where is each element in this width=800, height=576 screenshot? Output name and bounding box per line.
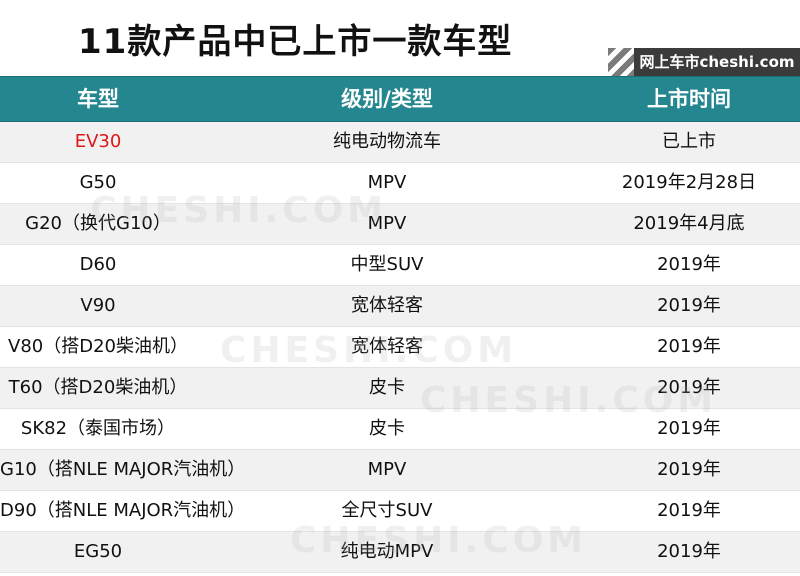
cell-type: MPV xyxy=(367,459,407,480)
table-row: V90 宽体轻客 2019年 xyxy=(0,286,800,327)
cell-time: 2019年 xyxy=(657,295,721,316)
cell-type: 中型SUV xyxy=(350,254,424,275)
cell-time: 2019年2月28日 xyxy=(621,172,757,193)
table-row: G50 MPV 2019年2月28日 xyxy=(0,163,800,204)
cell-model: G50 xyxy=(79,172,117,193)
cell-type: 皮卡 xyxy=(369,377,405,398)
header-model: 车型 xyxy=(77,87,119,111)
cell-model: D90（搭NLE MAJOR汽油机） xyxy=(0,500,246,521)
table-row: D60 中型SUV 2019年 xyxy=(0,245,800,286)
cell-type: MPV xyxy=(367,172,407,193)
page-title: 11款产品中已上市一款车型 xyxy=(78,22,513,62)
table-row: T60（搭D20柴油机） 皮卡 2019年 xyxy=(0,368,800,409)
title-bar: 11款产品中已上市一款车型 网上车市cheshi.com xyxy=(0,0,800,76)
table-row: SK82（泰国市场） 皮卡 2019年 xyxy=(0,409,800,450)
cell-time: 2019年 xyxy=(657,377,721,398)
table-row: G20（换代G10） MPV 2019年4月底 xyxy=(0,204,800,245)
header-class-type: 级别/类型 xyxy=(341,87,433,111)
cell-time: 2019年 xyxy=(657,254,721,275)
cell-model: EG50 xyxy=(73,541,123,562)
cell-time: 已上市 xyxy=(662,131,716,152)
table-row: EG50 纯电动MPV 2019年 xyxy=(0,532,800,573)
cell-model: SK82（泰国市场） xyxy=(20,418,176,439)
cell-time: 2019年 xyxy=(657,500,721,521)
cell-model: G10（搭NLE MAJOR汽油机） xyxy=(0,459,246,480)
cell-type: 皮卡 xyxy=(369,418,405,439)
cell-type: 宽体轻客 xyxy=(351,336,423,357)
cell-time: 2019年 xyxy=(657,541,721,562)
cell-type: 全尺寸SUV xyxy=(341,500,433,521)
cell-time: 2019年 xyxy=(657,418,721,439)
cell-type: MPV xyxy=(367,213,407,234)
table-row: V80（搭D20柴油机） 宽体轻客 2019年 xyxy=(0,327,800,368)
cell-time: 2019年 xyxy=(657,459,721,480)
cell-model: EV30 xyxy=(74,131,122,152)
brand-tag: 网上车市cheshi.com xyxy=(634,48,800,76)
table-row: G10（搭NLE MAJOR汽油机） MPV 2019年 xyxy=(0,450,800,491)
header-launch-time: 上市时间 xyxy=(647,87,731,111)
cell-time: 2019年4月底 xyxy=(633,213,745,234)
cell-model: T60（搭D20柴油机） xyxy=(8,377,188,398)
cell-model: V80（搭D20柴油机） xyxy=(8,336,188,357)
cell-type: 纯电动物流车 xyxy=(333,131,441,152)
table-body: EV30 纯电动物流车 已上市 G50 MPV 2019年2月28日 G20（换… xyxy=(0,122,800,573)
cell-model: V90 xyxy=(80,295,116,316)
table-header: 车型 级别/类型 上市时间 xyxy=(0,76,800,122)
table-row: EV30 纯电动物流车 已上市 xyxy=(0,122,800,163)
table-row: D90（搭NLE MAJOR汽油机） 全尺寸SUV 2019年 xyxy=(0,491,800,532)
cell-type: 宽体轻客 xyxy=(351,295,423,316)
cell-type: 纯电动MPV xyxy=(340,541,434,562)
cell-model: G20（换代G10） xyxy=(25,213,171,234)
cell-time: 2019年 xyxy=(657,336,721,357)
cell-model: D60 xyxy=(79,254,117,275)
